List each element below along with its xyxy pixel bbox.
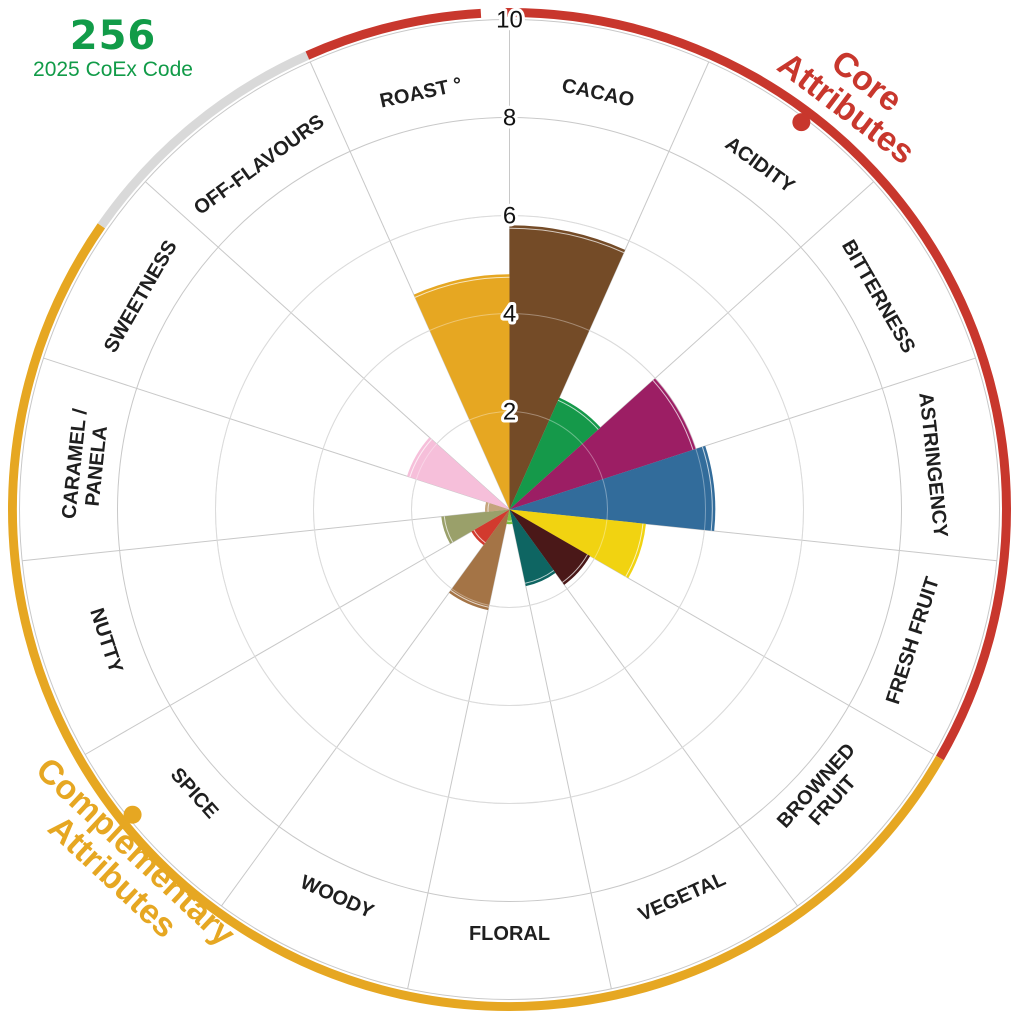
category-label: BROWNEDFRUIT bbox=[773, 739, 876, 847]
coex-code-label: 2025 CoEx Code bbox=[33, 58, 193, 81]
bar-edge bbox=[562, 554, 588, 583]
grid-spoke bbox=[43, 357, 510, 510]
grid-spoke bbox=[221, 509, 510, 907]
category-label-group: ASTRINGENCY bbox=[914, 391, 951, 539]
grid-circle-overlay bbox=[411, 411, 608, 608]
bar-browned-fruit bbox=[509, 509, 591, 585]
coex-code-block: 256 2025 CoEx Code bbox=[18, 14, 208, 82]
grid-spoke bbox=[309, 61, 510, 510]
category-label-group: ROAST ° bbox=[378, 74, 464, 113]
complementary-attributes-ring bbox=[8, 223, 944, 1011]
category-label: ROAST ° bbox=[378, 74, 464, 113]
grid-circle-overlay bbox=[215, 215, 804, 804]
bar-fresh-fruit bbox=[509, 509, 646, 579]
bar-nutty bbox=[441, 509, 510, 544]
bar-edge bbox=[652, 380, 694, 451]
core-attributes-ring bbox=[505, 8, 1011, 761]
category-label-group: NUTTY bbox=[85, 606, 127, 677]
off-flavour-ring bbox=[97, 51, 310, 229]
bar-cacao bbox=[509, 225, 626, 510]
category-label: FLORAL bbox=[469, 923, 550, 945]
category-label-group: ACIDITY bbox=[721, 133, 799, 198]
category-label: NUTTY bbox=[85, 606, 127, 677]
grid-spoke bbox=[84, 509, 510, 755]
bar-edge bbox=[443, 516, 454, 543]
tick-label: 4 bbox=[503, 301, 516, 328]
category-label-group: VEGETAL bbox=[635, 868, 729, 926]
category-label: FRESH FRUIT bbox=[882, 574, 944, 707]
coex-code-number: 256 bbox=[69, 13, 157, 59]
bar-edge bbox=[414, 276, 510, 298]
category-label: ACIDITY bbox=[721, 133, 799, 198]
category-label-group: SWEETNESS bbox=[100, 237, 182, 357]
bar-edge bbox=[557, 399, 599, 430]
bar-acidity bbox=[509, 397, 601, 510]
category-label: SPICE bbox=[166, 764, 223, 823]
tick-label: 8 bbox=[503, 105, 516, 132]
category-label: WOODY bbox=[297, 871, 378, 923]
category-label-group: FLORAL bbox=[469, 923, 550, 945]
grid-spoke bbox=[509, 509, 798, 907]
category-label-group: BROWNEDFRUIT bbox=[773, 739, 876, 847]
category-label: VEGETAL bbox=[635, 868, 729, 926]
tick-label: 10 bbox=[496, 7, 523, 34]
core-marker-dot bbox=[792, 113, 811, 132]
category-label: CACAO bbox=[560, 75, 636, 112]
bar-vegetal bbox=[509, 509, 556, 587]
grid-circle-overlay bbox=[313, 313, 706, 706]
complementary-attributes-label: ComplementaryAttributes bbox=[5, 750, 243, 978]
grid-spoke bbox=[22, 509, 510, 562]
category-label-group: BITTERNESS bbox=[837, 236, 919, 357]
tick-labels-layer: 2 4 6 8 10 bbox=[493, 4, 526, 429]
outer-ring-layer bbox=[8, 8, 1011, 1011]
category-label: ASTRINGENCY bbox=[914, 391, 951, 539]
grid-spoke bbox=[509, 509, 612, 989]
bar-edge bbox=[525, 570, 555, 584]
category-label: OFF-FLAVOURS bbox=[190, 111, 328, 220]
bars-layer bbox=[215, 215, 804, 804]
bar-woody bbox=[449, 509, 510, 611]
bar-floral bbox=[506, 509, 513, 525]
category-label-group: CACAO bbox=[560, 75, 636, 112]
bar-edge bbox=[450, 589, 489, 608]
bar-astringency bbox=[509, 445, 716, 532]
bar-spice bbox=[471, 509, 510, 546]
category-label-group: FRESH FRUIT bbox=[882, 574, 944, 707]
complementary-marker-dot bbox=[123, 805, 142, 824]
complementary-attributes-label-text: ComplementaryAttributes bbox=[5, 750, 242, 978]
bar-edge bbox=[625, 523, 644, 577]
bar-edge bbox=[409, 439, 432, 478]
category-label-group: WOODY bbox=[297, 871, 378, 923]
bar-sweetness bbox=[406, 437, 510, 510]
bar-roast bbox=[413, 274, 510, 510]
category-label: BITTERNESS bbox=[837, 236, 919, 357]
category-label: SWEETNESS bbox=[100, 237, 182, 357]
bar-bitterness bbox=[509, 378, 696, 510]
tick-label: 6 bbox=[503, 203, 516, 230]
bar-edge bbox=[509, 227, 625, 254]
bar-caramel-panela bbox=[484, 501, 510, 513]
category-label-group: CARAMEL /PANELA bbox=[58, 407, 113, 522]
category-label-group: OFF-FLAVOURS bbox=[190, 111, 328, 220]
tick-label: 2 bbox=[503, 399, 516, 426]
category-label-group: SPICE bbox=[166, 764, 223, 823]
bar-edge bbox=[487, 502, 490, 512]
category-label: CARAMEL /PANELA bbox=[58, 407, 113, 522]
bar-edge bbox=[473, 529, 486, 544]
bar-edge bbox=[701, 446, 713, 531]
core-attributes-ring bbox=[305, 8, 482, 60]
